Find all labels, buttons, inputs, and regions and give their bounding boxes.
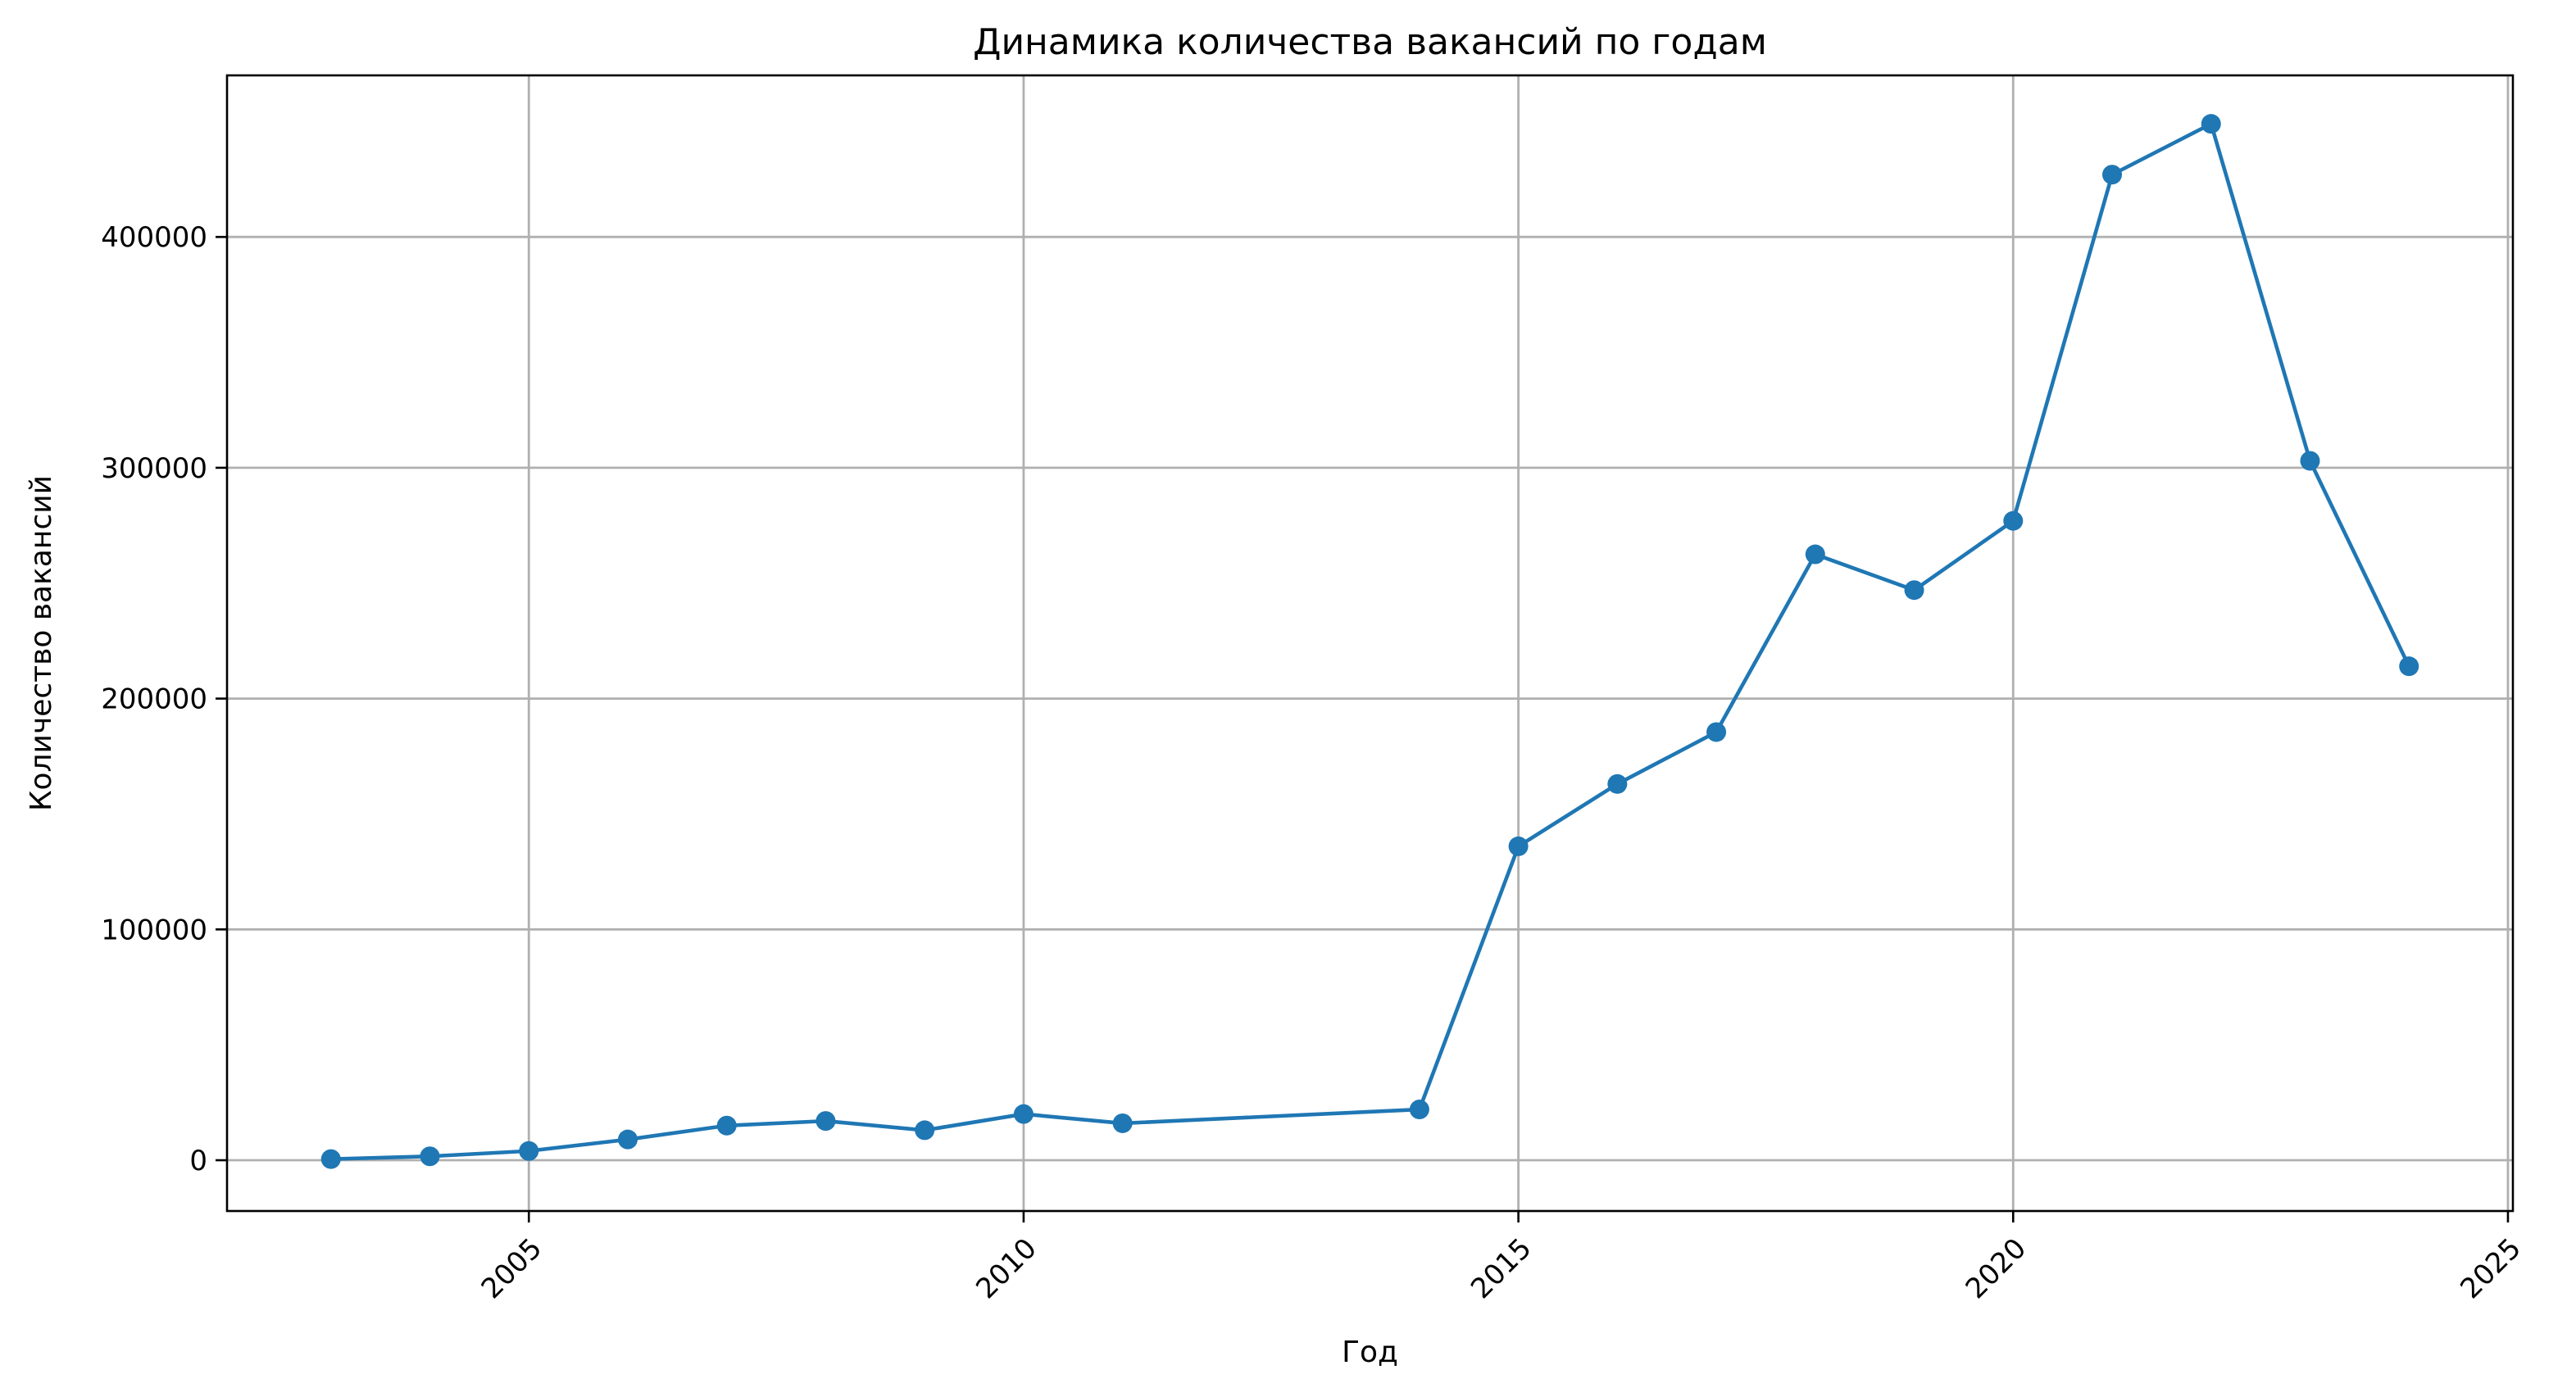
- chart-title: Динамика количества вакансий по годам: [973, 21, 1767, 63]
- data-point: [1409, 1100, 1429, 1120]
- series-line: [329, 121, 2411, 1161]
- data-point: [2399, 656, 2419, 677]
- data-point: [716, 1115, 737, 1136]
- data-point: [2300, 451, 2320, 471]
- data-point: [1112, 1113, 1133, 1133]
- data-point: [915, 1120, 935, 1141]
- data-point: [1904, 580, 1924, 601]
- data-point: [1805, 544, 1825, 565]
- data-point: [2003, 510, 2024, 531]
- x-axis-title: Год: [1342, 1336, 1398, 1369]
- y-axis-title: Количество вакансий: [25, 475, 58, 811]
- data-point: [1706, 722, 1727, 742]
- data-point: [1013, 1104, 1034, 1124]
- data-point: [420, 1146, 440, 1167]
- y-tick-label: 0: [189, 1145, 207, 1177]
- y-tick-label: 400000: [101, 221, 207, 254]
- y-tick-label: 200000: [101, 683, 207, 716]
- series-layer: [320, 114, 2419, 1169]
- data-point: [816, 1111, 836, 1132]
- data-point: [519, 1141, 539, 1161]
- data-point: [320, 1149, 341, 1169]
- grid: [227, 75, 2513, 1211]
- plot-frame: [225, 74, 2515, 1213]
- data-point: [617, 1129, 638, 1150]
- data-point: [2102, 165, 2123, 185]
- y-tick-label: 100000: [101, 914, 207, 946]
- data-point: [1607, 773, 1628, 794]
- data-point: [2201, 114, 2221, 134]
- data-point: [1508, 836, 1529, 856]
- y-tick-label: 300000: [101, 452, 207, 485]
